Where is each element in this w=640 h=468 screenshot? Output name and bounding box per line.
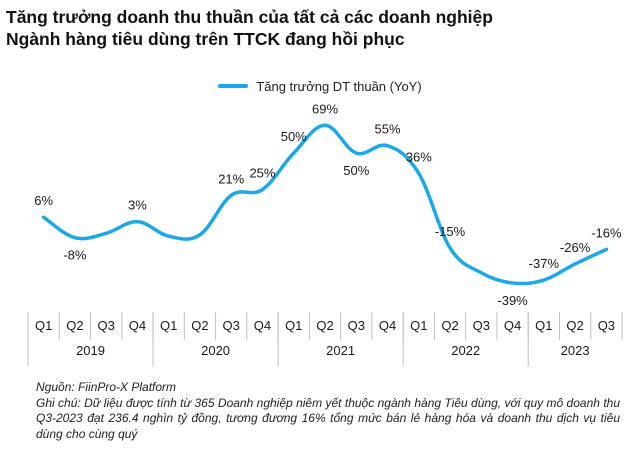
- quarter-tick-label: Q2: [66, 318, 83, 333]
- quarter-tick-label: Q2: [191, 318, 208, 333]
- data-label: 55%: [375, 122, 401, 137]
- data-point: [448, 246, 452, 250]
- data-point: [73, 236, 77, 240]
- data-label: -39%: [497, 293, 528, 308]
- data-label: 50%: [281, 129, 307, 144]
- title-line-2: Ngành hàng tiêu dùng trên TTCK đang hồi …: [6, 29, 405, 49]
- quarter-tick-label: Q3: [348, 318, 365, 333]
- data-point: [229, 193, 233, 197]
- data-point: [198, 233, 202, 237]
- quarter-tick-label: Q3: [223, 318, 240, 333]
- quarter-tick-label: Q1: [35, 318, 52, 333]
- note-text: Ghi chú: Dữ liệu được tính từ 365 Doanh …: [36, 395, 620, 441]
- data-point: [542, 278, 546, 282]
- quarter-tick-label: Q4: [129, 318, 146, 333]
- quarter-tick-label: Q1: [410, 318, 427, 333]
- year-label: 2022: [451, 343, 480, 358]
- quarter-tick-label: Q2: [566, 318, 583, 333]
- title-line-1: Tăng trưởng doanh thu thuần của tất cả c…: [6, 7, 493, 27]
- data-point: [167, 234, 171, 238]
- data-label: 50%: [343, 163, 369, 178]
- data-label: 3%: [128, 198, 147, 213]
- quarter-tick-label: Q1: [285, 318, 302, 333]
- year-label: 2019: [76, 343, 105, 358]
- series-line: [41, 123, 609, 286]
- data-label: 21%: [218, 171, 244, 186]
- footnotes: Nguồn: FiinPro-X Platform Ghi chú: Dữ li…: [36, 380, 620, 442]
- data-label: -26%: [560, 240, 591, 255]
- data-point: [511, 281, 515, 285]
- year-label: 2023: [561, 343, 590, 358]
- data-point: [104, 231, 108, 235]
- legend-swatch: [218, 84, 249, 88]
- data-point: [417, 171, 421, 175]
- data-label: 69%: [312, 101, 338, 116]
- data-point: [42, 215, 46, 219]
- data-label: 6%: [34, 193, 53, 208]
- quarter-tick-label: Q3: [97, 318, 114, 333]
- chart-title: Tăng trưởng doanh thu thuần của tất cả c…: [6, 6, 636, 50]
- data-point: [604, 247, 608, 251]
- source-text: Nguồn: FiinPro-X Platform: [36, 380, 177, 394]
- quarter-tick-label: Q4: [379, 318, 396, 333]
- quarter-tick-label: Q2: [316, 318, 333, 333]
- year-label: 2020: [201, 343, 230, 358]
- line-chart: 2019 2020 2021 2022 2023 Q1 Q2 Q3 Q4 Q1 Q2 Q3 Q4 Q1 Q2…: [27, 101, 623, 366]
- quarter-tick-label: Q2: [441, 318, 458, 333]
- data-point: [292, 151, 296, 155]
- quarter-tick-label: Q1: [535, 318, 552, 333]
- data-label: 25%: [249, 166, 275, 181]
- quarter-tick-label: Q3: [473, 318, 490, 333]
- data-point: [386, 144, 390, 148]
- year-label: 2021: [326, 343, 355, 358]
- data-point: [479, 271, 483, 275]
- quarter-tick-label: Q4: [254, 318, 271, 333]
- data-label: -15%: [435, 224, 466, 239]
- legend-label: Tăng trưởng DT thuần (YoY): [256, 78, 422, 94]
- data-point: [260, 188, 264, 192]
- data-label: -37%: [529, 256, 560, 271]
- quarter-tick-label: Q1: [160, 318, 177, 333]
- quarter-tick-label: Q3: [598, 318, 615, 333]
- data-point: [323, 123, 327, 127]
- data-label: 36%: [406, 149, 432, 164]
- data-label: -16%: [591, 225, 622, 240]
- data-point: [354, 151, 358, 155]
- quarter-tick-label: Q4: [504, 318, 521, 333]
- data-point: [573, 262, 577, 266]
- data-label: -8%: [63, 248, 87, 263]
- legend: Tăng trưởng DT thuần (YoY): [0, 76, 640, 96]
- data-point: [135, 220, 139, 224]
